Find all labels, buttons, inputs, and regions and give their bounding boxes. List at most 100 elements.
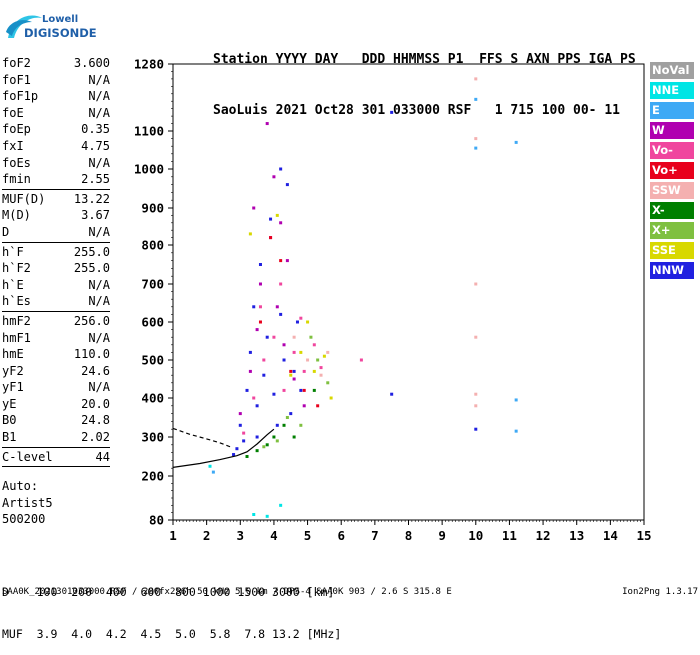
legend-item-x-: X+ [650, 222, 694, 239]
scatter-point-nne [279, 503, 283, 507]
param-row: C-level 44 [2, 449, 110, 466]
scatter-point-w [255, 328, 259, 332]
param-value: 44 [95, 449, 110, 464]
param-name: hmF2 [2, 313, 31, 328]
x-tick-label: 2 [203, 528, 211, 543]
param-separator [2, 241, 110, 243]
param-value: 255.0 [73, 261, 110, 276]
param-row: hmF2 256.0 [2, 313, 110, 330]
x-tick-label: 13 [569, 528, 584, 543]
param-row: B0 24.8 [2, 412, 110, 429]
param-name: C-level [2, 449, 53, 464]
scatter-point-x- [275, 439, 279, 443]
scatter-point-ssw [474, 282, 478, 286]
param-row: h`F2 255.0 [2, 260, 110, 277]
scatter-point-vo- [252, 396, 256, 400]
scatter-point-x- [272, 435, 276, 439]
scatter-point-nnw [269, 217, 273, 221]
echo-scatter [208, 77, 518, 518]
scatter-point-vo- [258, 305, 262, 309]
scatter-point-vo- [302, 388, 306, 392]
scatter-point-e [514, 140, 518, 144]
param-name: fmin [2, 172, 31, 187]
param-value: N/A [88, 380, 110, 395]
scatter-point-e [474, 97, 478, 101]
scatter-point-x- [316, 358, 320, 362]
scatter-point-vo- [299, 316, 303, 320]
param-row: foF2 3.600 [2, 55, 110, 72]
scatter-point-ssw [474, 392, 478, 396]
y-tick-label: 80 [149, 513, 164, 528]
scatter-point-vo- [319, 366, 323, 370]
param-value: N/A [88, 277, 110, 292]
x-tick-label: 15 [636, 528, 651, 543]
legend-item-vo-: Vo- [650, 142, 694, 159]
scatter-point-vo- [316, 404, 320, 408]
param-name: hmF1 [2, 330, 31, 345]
scatter-point-nnw [474, 427, 478, 431]
scatter-point-nnw [292, 369, 296, 373]
param-row: foE N/A [2, 105, 110, 122]
param-row: hmE 110.0 [2, 346, 110, 363]
artist-code: 500200 [2, 512, 46, 526]
y-tick-label: 1100 [134, 124, 164, 139]
x-tick-label: 4 [270, 528, 278, 543]
scatter-point-x- [262, 445, 266, 449]
param-row: fxI 4.75 [2, 138, 110, 155]
x-tick-label: 12 [536, 528, 551, 543]
param-value: 24.6 [81, 363, 110, 378]
param-value: 2.02 [81, 430, 110, 445]
x-tick-label: 7 [371, 528, 379, 543]
y-tick-label: 600 [141, 315, 164, 330]
scatter-point-sse [275, 213, 279, 217]
scatter-point-vo- [359, 358, 363, 362]
scatter-point-ssw [306, 358, 310, 362]
chart-frame [172, 63, 645, 521]
scatter-point-nne [265, 514, 269, 518]
scatter-point-e [211, 470, 215, 474]
scatter-point-e [474, 146, 478, 150]
param-row: M(D) 3.67 [2, 207, 110, 224]
scatter-point-x- [292, 435, 296, 439]
param-separator [2, 188, 110, 190]
scatter-point-ssw [474, 137, 478, 141]
scatter-point-w [252, 206, 256, 210]
scatter-point-e [514, 398, 518, 402]
scatter-point-ssw [474, 404, 478, 408]
x-tick-label: 3 [237, 528, 245, 543]
scatter-point-x- [245, 455, 249, 458]
scatter-point-w [285, 259, 289, 263]
param-name: h`F2 [2, 261, 31, 276]
param-row: B1 2.02 [2, 429, 110, 446]
scatter-point-vo- [272, 335, 276, 339]
y-tick-label: 700 [141, 277, 164, 292]
legend-item-e: E [650, 102, 694, 119]
scatter-point-nnw [295, 320, 299, 324]
param-name: foF2 [2, 56, 31, 70]
logo-digisonde-text: DIGISONDE [24, 26, 97, 40]
scatter-point-nnw [299, 388, 303, 392]
param-name: foEs [2, 155, 31, 170]
param-name: M(D) [2, 208, 31, 223]
scatter-point-vo- [279, 259, 283, 263]
scatter-point-x- [326, 381, 330, 385]
model-profile-solid [172, 428, 275, 468]
scatter-point-nnw [235, 447, 239, 451]
scatter-point-w [238, 412, 242, 416]
scatter-point-nnw [275, 423, 279, 427]
scatter-point-vo- [242, 431, 246, 435]
scatter-point-nnw [245, 388, 249, 392]
scatter-point-nnw [390, 110, 394, 114]
scatter-point-ssw [474, 77, 478, 81]
scatter-point-vo- [269, 236, 273, 240]
param-value: 3.67 [81, 208, 110, 223]
y-tick-label: 1000 [134, 162, 164, 177]
scatter-point-nnw [255, 404, 259, 408]
legend-item-vo-: Vo+ [650, 162, 694, 179]
param-row: yF1 N/A [2, 379, 110, 396]
param-name: h`E [2, 277, 24, 292]
scatter-point-w [302, 404, 306, 408]
scatter-point-nnw [390, 392, 394, 396]
muf-distance-table: D 100 200 400 600 800 1000 1500 3000 [km… [2, 557, 341, 655]
y-tick-label: 800 [141, 238, 164, 253]
